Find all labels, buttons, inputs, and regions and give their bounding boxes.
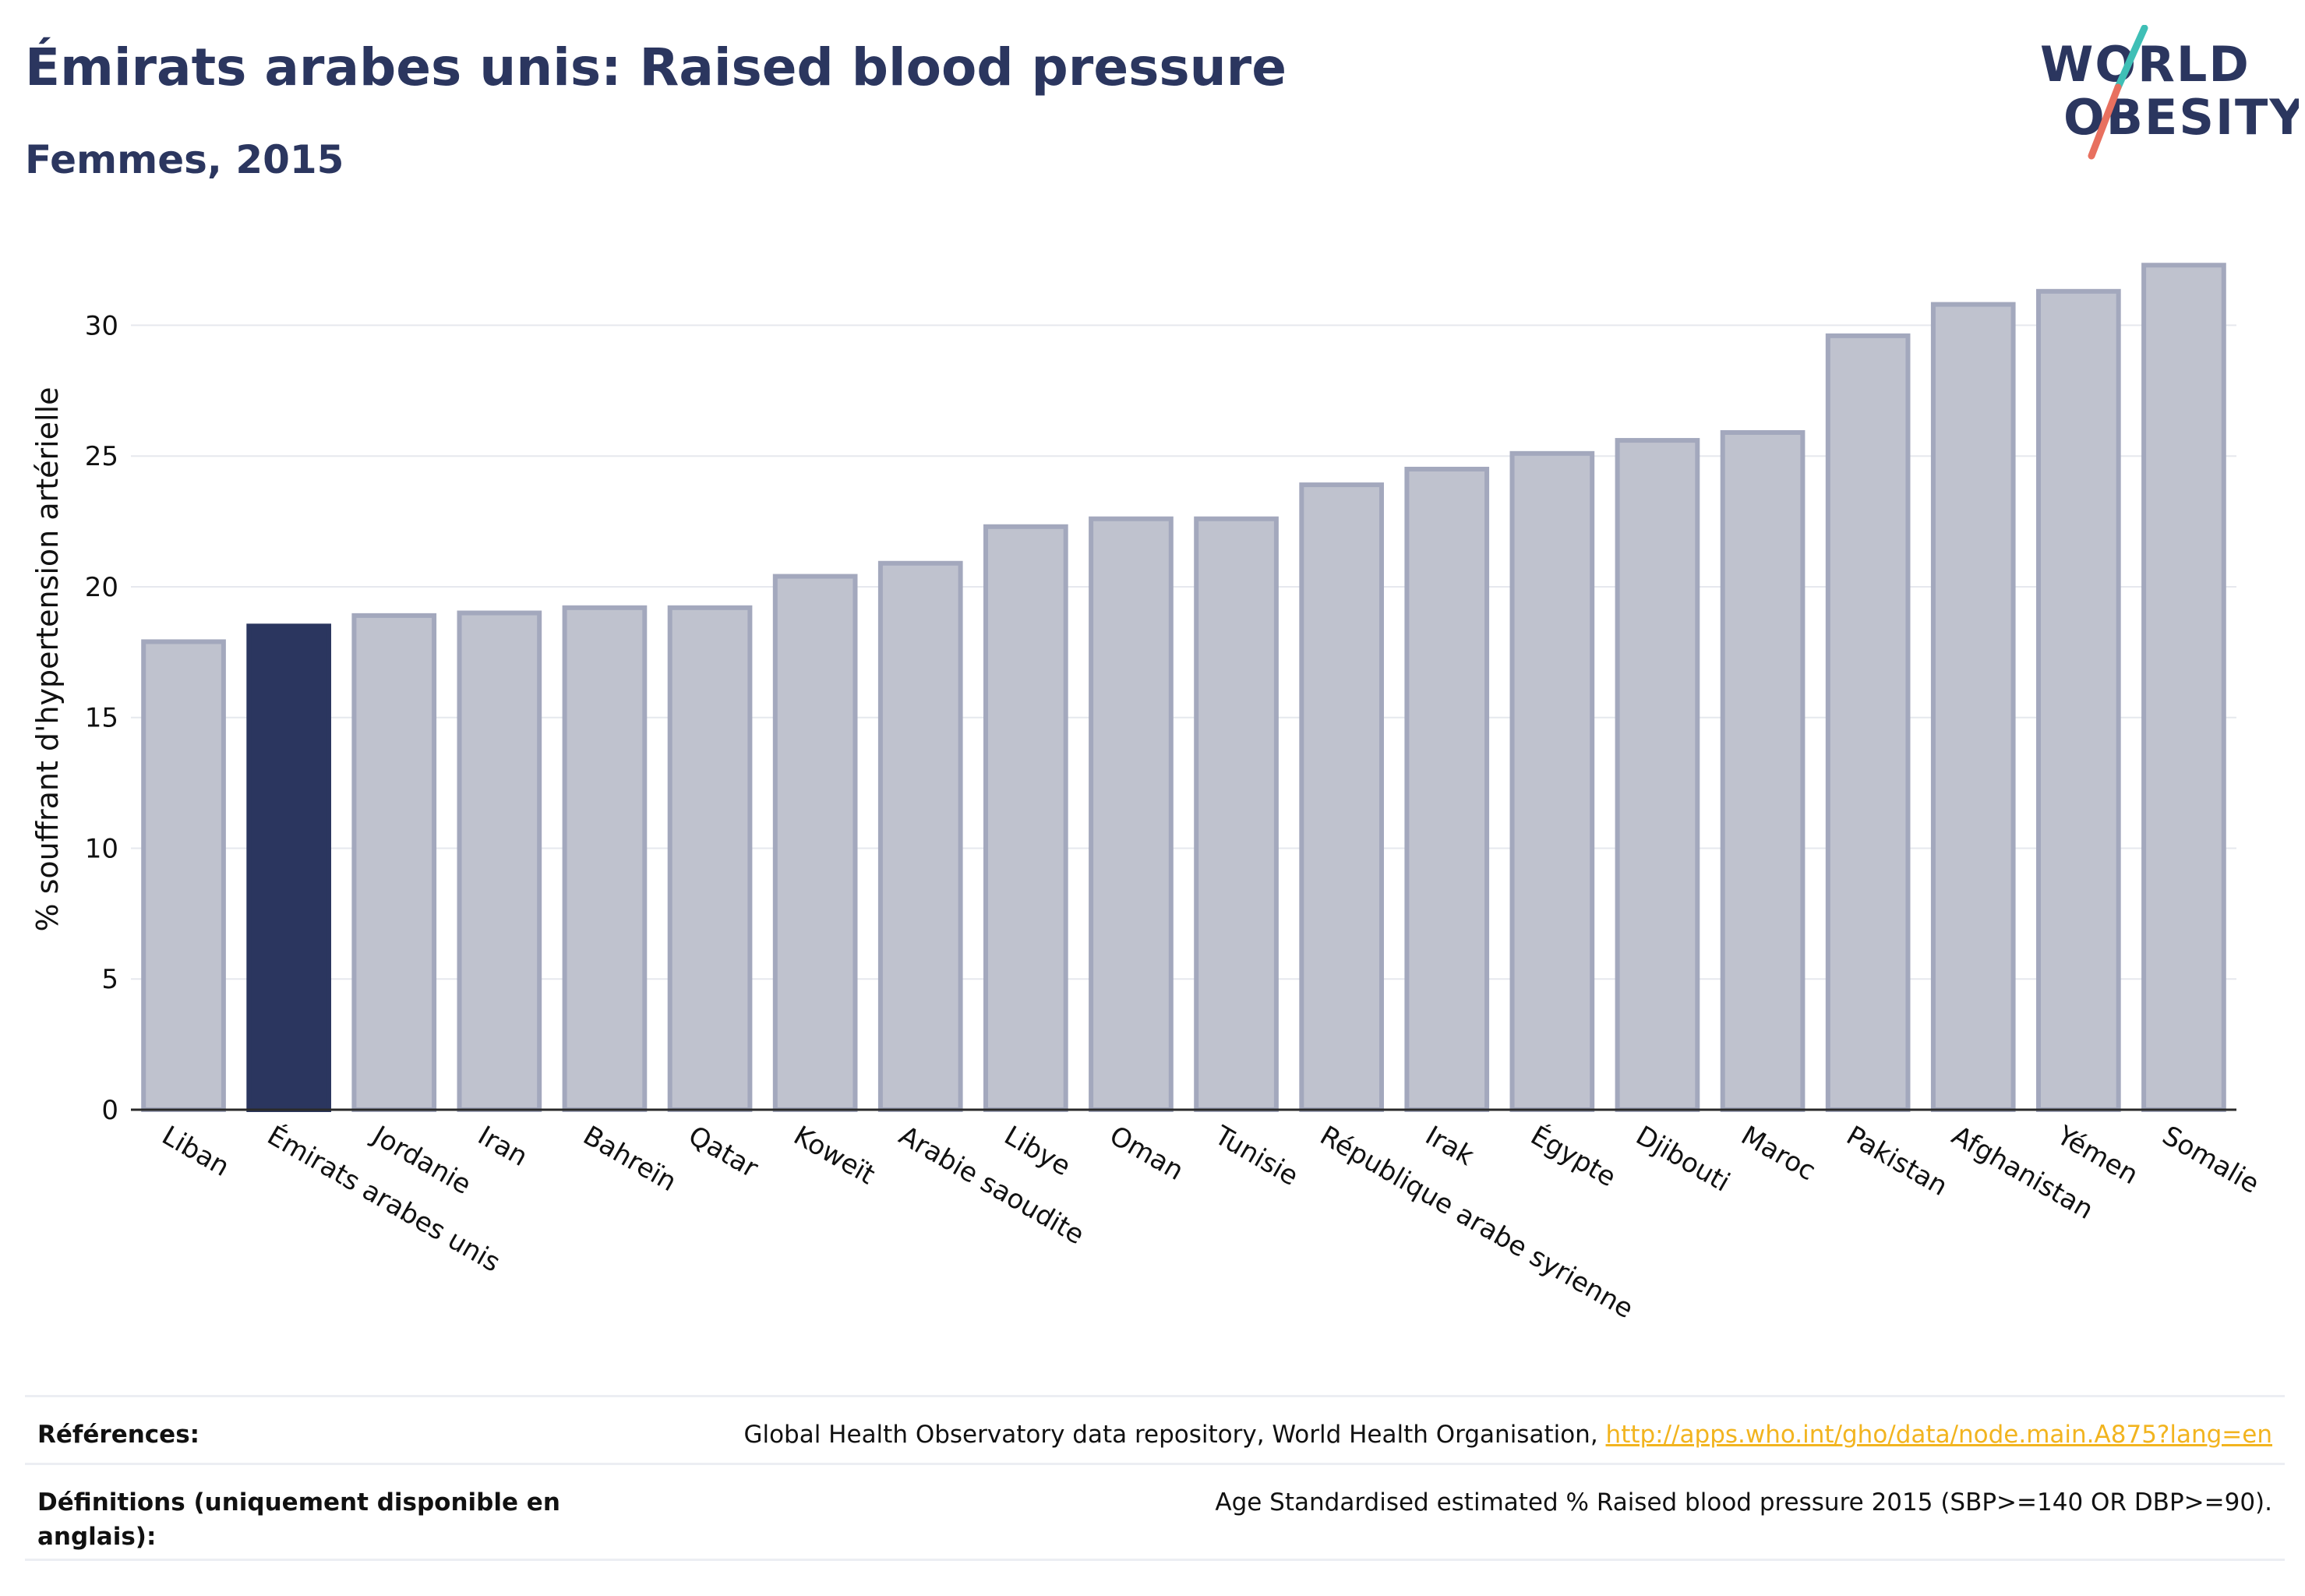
bar [1825, 333, 1911, 1112]
bar [877, 560, 963, 1112]
y-tick-label: 30 [85, 310, 118, 341]
bar [667, 605, 753, 1112]
references-row: Références: Global Health Observatory da… [25, 1395, 2285, 1463]
bar-chart: 0 5 10 15 20 25 30 Liban Émirats arabes unisJor… [30, 263, 2264, 1325]
x-tick-label: Irak [1420, 1120, 1479, 1172]
bar [2036, 288, 2121, 1112]
x-tick-label: Djibouti [1630, 1120, 1735, 1199]
x-tick-label: Égypte [1525, 1119, 1622, 1193]
bar [1930, 302, 2016, 1112]
bar [1615, 438, 1700, 1112]
bar [1404, 466, 1490, 1112]
x-tick-label: Oman [1104, 1120, 1189, 1187]
y-tick-label: 25 [85, 441, 118, 472]
x-tick-label: Koweït [789, 1120, 881, 1191]
y-tick-label: 5 [101, 964, 118, 995]
x-tick-label: Iran [472, 1120, 532, 1173]
definitions-row: Définitions (uniquement disponible en an… [25, 1463, 2285, 1561]
bar [772, 574, 858, 1112]
bar [1089, 516, 1174, 1112]
gridlines [131, 324, 2236, 980]
bar [351, 613, 437, 1112]
y-tick-label: 10 [85, 833, 118, 864]
bar [246, 623, 331, 1112]
x-tick-label: Bahreïn [577, 1120, 681, 1198]
bar [1720, 429, 1806, 1112]
bar [1194, 516, 1279, 1112]
references-label: Références: [37, 1421, 200, 1449]
references-text: Global Health Observatory data repositor… [743, 1421, 1598, 1449]
logo-word-world: WORLD [2040, 36, 2250, 93]
bar [1299, 482, 1384, 1112]
bars [141, 263, 2226, 1112]
bar [457, 610, 542, 1112]
y-tick-label: 20 [85, 572, 118, 603]
x-tick-label: Qatar [683, 1120, 764, 1185]
references-value: Global Health Observatory data repositor… [743, 1418, 2272, 1452]
x-tick-label: Somalie [2157, 1120, 2264, 1200]
references-table: Références: Global Health Observatory da… [25, 1395, 2285, 1561]
chart-subtitle: Femmes, 2015 [25, 137, 344, 182]
x-tick-label: Liban [157, 1120, 235, 1183]
logo-slash-teal [2114, 25, 2148, 91]
y-tick-labels: 0 5 10 15 20 25 30 [85, 310, 118, 1126]
world-obesity-logo: WORLD OBESITY [2040, 25, 2299, 160]
x-tick-label: Arabie saoudite [894, 1120, 1089, 1251]
bar [983, 524, 1068, 1112]
x-tick-label: Pakistan [1841, 1120, 1953, 1202]
bar [562, 605, 648, 1112]
x-tick-label: Libye [999, 1120, 1076, 1182]
bar [1509, 450, 1595, 1112]
chart-title: Émirats arabes unis: Raised blood pressu… [25, 37, 1287, 97]
logo-slash-coral [2088, 83, 2122, 160]
bar [2141, 263, 2226, 1112]
x-tick-label: Maroc [1736, 1120, 1821, 1187]
definitions-label: Définitions (uniquement disponible en an… [37, 1488, 560, 1551]
references-link[interactable]: http://apps.who.int/gho/data/node.main.A… [1605, 1421, 2272, 1449]
definitions-value: Age Standardised estimated % Raised bloo… [1215, 1488, 2272, 1517]
bar [141, 639, 226, 1112]
y-tick-label: 15 [85, 703, 118, 734]
y-axis-title: % souffrant d'hypertension artérielle [30, 387, 65, 931]
x-tick-label: Tunisie [1209, 1120, 1304, 1192]
y-tick-label: 0 [101, 1095, 118, 1126]
